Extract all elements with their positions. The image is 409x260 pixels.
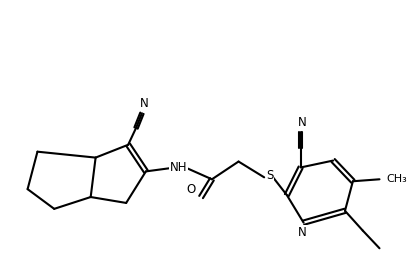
- Text: N: N: [139, 97, 148, 110]
- Text: O: O: [186, 183, 196, 196]
- Text: NH: NH: [169, 161, 187, 174]
- Text: N: N: [297, 226, 306, 239]
- Text: CH₃: CH₃: [385, 174, 406, 184]
- Text: N: N: [297, 116, 306, 129]
- Text: S: S: [266, 169, 273, 182]
